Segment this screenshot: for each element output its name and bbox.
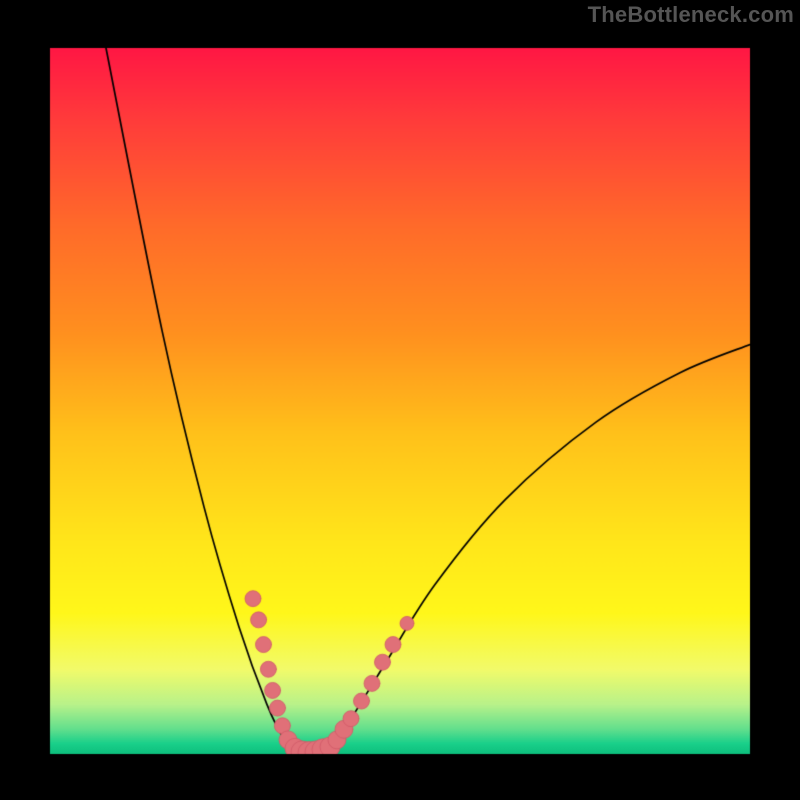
bottleneck-chart	[0, 0, 800, 800]
watermark-text: TheBottleneck.com	[588, 2, 794, 28]
